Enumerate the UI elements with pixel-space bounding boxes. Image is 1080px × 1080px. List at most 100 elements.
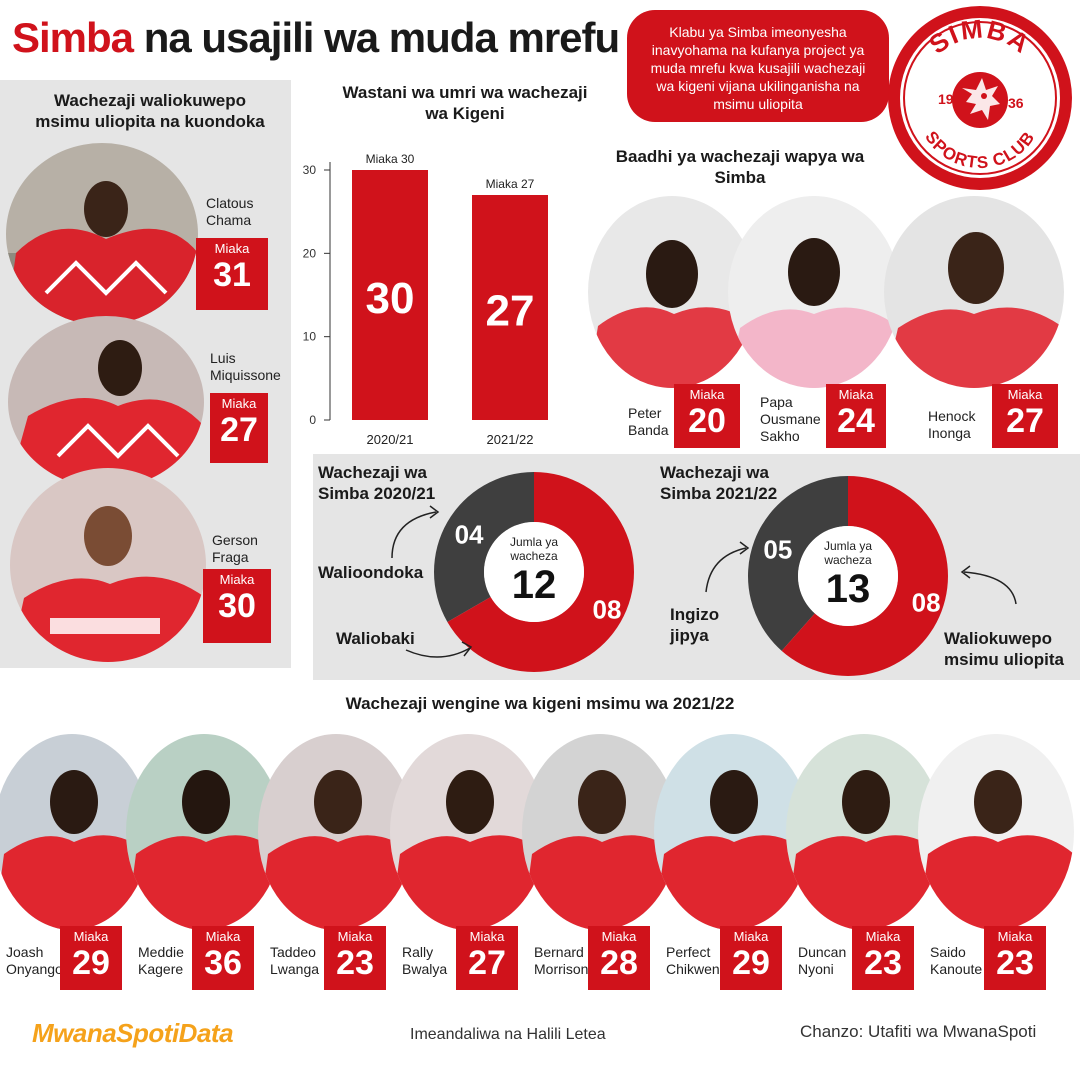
- name-line: Gerson: [212, 532, 258, 548]
- name-line: Taddeo: [270, 944, 316, 960]
- others-name: Duncan Nyoni: [798, 944, 846, 978]
- others-age-badge: Miaka 23: [324, 926, 386, 990]
- y-tick-label: 20: [303, 246, 317, 260]
- age-label: Miaka: [219, 572, 255, 587]
- title-line: Simba 2020/21: [318, 484, 436, 503]
- name-line: Papa: [760, 394, 793, 410]
- bar-chart-title: Wastani wa umri wa wachezaji wa Kigeni: [342, 83, 588, 123]
- brand-logo: MwanaSpotiData: [32, 1018, 234, 1048]
- age-label: Miaka: [733, 929, 769, 944]
- departed-age-badge-2: Miaka 27: [210, 393, 268, 463]
- name-line: Duncan: [798, 944, 847, 960]
- credit-text: Imeandaliwa na Halili Letea: [410, 1026, 606, 1043]
- logo-year-left: 19: [938, 91, 954, 107]
- donut-slice-label: 08: [592, 595, 621, 625]
- callout-line: Waliokuwepo: [944, 629, 1052, 648]
- age-value: 36: [204, 944, 242, 982]
- name-line: Chama: [206, 212, 252, 228]
- donut-center-line: wacheza: [509, 549, 558, 563]
- departed-name-2: Luis Miquissone: [210, 350, 281, 384]
- donut-hole: [484, 522, 584, 622]
- age-label: Miaka: [221, 396, 257, 411]
- donut-center-line: Jumla ya: [824, 539, 872, 553]
- player-photo-fraga: [10, 468, 206, 662]
- new-age-badge-1: Miaka 20: [674, 384, 740, 448]
- callout-arrows-2: [705, 541, 1017, 605]
- name-line: Peter: [628, 405, 662, 421]
- callout-line: Ingizo: [670, 605, 720, 624]
- name-line: Miquissone: [210, 367, 281, 383]
- age-value: 27: [220, 411, 258, 449]
- others-name: Saido Kanoute: [930, 944, 982, 978]
- callout-waliobaki: Waliobaki: [336, 629, 415, 648]
- name-line: Banda: [628, 422, 669, 438]
- title-line: Wachezaji wa: [660, 463, 769, 482]
- age-value: 23: [996, 944, 1034, 982]
- title-highlight: Simba: [12, 14, 134, 61]
- others-heading: Wachezaji wengine wa kigeni msimu wa 202…: [345, 694, 735, 713]
- name-line: Perfect: [666, 944, 711, 960]
- source-text: Chanzo: Utafiti wa MwanaSpoti: [800, 1022, 1037, 1041]
- new-name-2: Papa Ousmane Sakho: [760, 394, 821, 445]
- departed-name-3: Gerson Fraga: [212, 532, 258, 566]
- donut-slice-label: 08: [912, 588, 941, 618]
- age-label: Miaka: [689, 387, 725, 402]
- donut-slice-red: [781, 476, 948, 676]
- bar-value-label: 30: [366, 274, 415, 323]
- name-line: Onyango: [6, 961, 63, 977]
- name-line: Inonga: [928, 425, 971, 441]
- title-line: Simba 2021/22: [660, 484, 778, 503]
- callout-walioondoka: Walioondoka: [318, 563, 424, 582]
- age-value: 29: [72, 944, 110, 982]
- player-photo-sakho: [728, 196, 900, 388]
- age-value: 27: [468, 944, 506, 982]
- page-title: Simba na usajili wa muda mrefu: [12, 14, 620, 62]
- name-line: Kagere: [138, 961, 184, 977]
- callout-waliokuwepo: Waliokuwepo msimu uliopita: [944, 628, 1064, 670]
- donut-slice-grey: [434, 472, 534, 622]
- player-photo: [0, 734, 150, 930]
- lion-icon: [952, 72, 1008, 128]
- age-value: 27: [1006, 402, 1044, 440]
- logo-year-right: 36: [1008, 95, 1024, 111]
- age-label: Miaka: [601, 929, 637, 944]
- player-photo: [918, 734, 1074, 930]
- new-age-badge-2: Miaka 24: [826, 384, 886, 448]
- callout-line: jipya: [670, 626, 709, 645]
- age-label: Miaka: [865, 929, 901, 944]
- simba-logo: SIMBA SPORTS CLUB 19 36: [888, 6, 1072, 190]
- bar-annotation: Miaka 30: [366, 152, 415, 166]
- departed-heading: Wachezaji waliokuwepo msimu uliopita na …: [35, 91, 265, 131]
- age-label: Miaka: [337, 929, 373, 944]
- player-photo: [126, 734, 282, 930]
- new-age-badge-3: Miaka 27: [992, 384, 1058, 448]
- age-value: 28: [600, 944, 638, 982]
- bar-value-label: 27: [486, 287, 535, 336]
- title-rest: na usajili wa muda mrefu: [133, 14, 620, 61]
- age-value: 24: [837, 402, 875, 440]
- age-value: 29: [732, 944, 770, 982]
- name-line: Nyoni: [798, 961, 834, 977]
- age-value: 23: [336, 944, 374, 982]
- bar-annotation: Miaka 27: [486, 177, 535, 191]
- name-line: Lwanga: [270, 961, 320, 977]
- others-age-badge: Miaka 29: [720, 926, 782, 990]
- others-name: Perfect Chikwende: [666, 944, 735, 978]
- bar: [472, 195, 548, 420]
- age-label: Miaka: [469, 929, 505, 944]
- donut-slice-red: [447, 472, 634, 672]
- others-name: Joash Onyango: [6, 944, 63, 978]
- name-line: Bwalya: [402, 961, 448, 977]
- donut-title-2: Wachezaji wa Simba 2021/22: [660, 462, 777, 504]
- donut-slice-label: 04: [455, 520, 484, 550]
- donut-total: 12: [512, 563, 557, 607]
- new-name-3: Henock Inonga: [928, 408, 975, 442]
- player-photo: [390, 734, 546, 930]
- others-age-badge: Miaka 27: [456, 926, 518, 990]
- new-name-1: Peter Banda: [628, 405, 668, 439]
- others-age-badge: Miaka 36: [192, 926, 254, 990]
- player-photo: [522, 734, 678, 930]
- age-value: 31: [213, 256, 251, 294]
